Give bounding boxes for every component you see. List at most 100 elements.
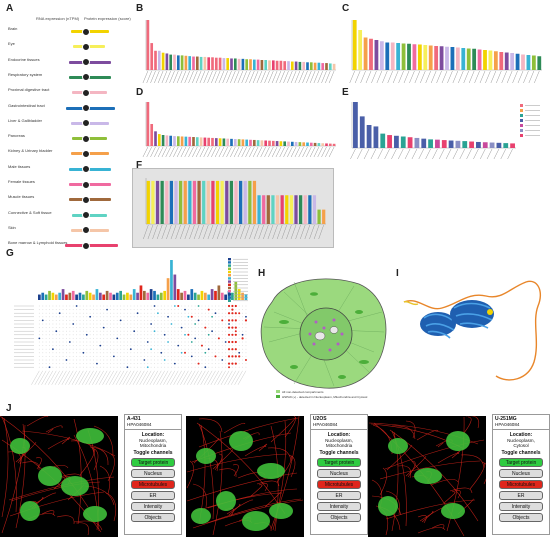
tick-label-mark xyxy=(445,148,452,160)
bar xyxy=(226,58,230,70)
matrix-dot xyxy=(214,352,216,354)
bar xyxy=(192,180,197,224)
matrix-dot xyxy=(106,316,108,318)
matrix-dot xyxy=(157,345,159,347)
matrix-dot xyxy=(218,334,220,336)
matrix-dot xyxy=(133,337,135,339)
matrix-dot xyxy=(157,341,159,343)
matrix-dot xyxy=(234,330,237,333)
matrix-dot xyxy=(65,363,67,365)
legend-swatch xyxy=(228,296,231,299)
matrix-dot xyxy=(103,355,105,357)
matrix-dot xyxy=(89,315,92,318)
tissue-label: Female tissues xyxy=(8,179,35,184)
tick-label-mark xyxy=(217,370,226,385)
objects-toggle[interactable]: Objects xyxy=(499,513,543,523)
intensity-toggle[interactable]: Intensity xyxy=(317,502,361,512)
matrix-dot xyxy=(38,359,40,361)
matrix-dot xyxy=(154,341,156,343)
objects-toggle[interactable]: Objects xyxy=(317,513,361,523)
matrix-dot xyxy=(55,305,57,307)
matrix-dot xyxy=(45,363,47,365)
bar xyxy=(195,137,199,146)
matrix-dot xyxy=(109,330,111,332)
tick-label-mark xyxy=(252,146,259,158)
intensity-toggle[interactable]: Intensity xyxy=(131,502,175,512)
matrix-dot xyxy=(177,319,179,321)
matrix-dot xyxy=(143,345,145,347)
nucleus-toggle[interactable]: Nucleus xyxy=(317,469,361,479)
microtubules-toggle[interactable]: Microtubules xyxy=(499,480,543,490)
matrix-dot xyxy=(238,355,241,358)
tick-label-mark xyxy=(180,370,189,385)
matrix-dot xyxy=(52,305,54,307)
bar xyxy=(423,45,428,70)
matrix-dot xyxy=(99,319,101,321)
nucleus-toggle[interactable]: Nucleus xyxy=(499,469,543,479)
matrix-dot xyxy=(93,363,95,365)
matrix-dot xyxy=(72,305,74,307)
target-protein-toggle[interactable]: Target protein xyxy=(317,458,361,468)
bar xyxy=(159,292,163,300)
tissue-rna-bar xyxy=(69,198,112,202)
matrix-dot xyxy=(65,316,67,318)
tissue-icon xyxy=(82,195,90,204)
er-toggle[interactable]: ER xyxy=(131,491,175,501)
matrix-dot xyxy=(106,352,108,354)
matrix-dot xyxy=(109,327,111,329)
target-protein-toggle[interactable]: Target protein xyxy=(499,458,543,468)
matrix-dot xyxy=(194,341,196,343)
matrix-dot xyxy=(137,309,139,311)
er-toggle[interactable]: ER xyxy=(499,491,543,501)
matrix-dot xyxy=(208,363,210,365)
matrix-dot xyxy=(79,330,81,332)
matrix-dot xyxy=(218,345,220,347)
intensity-toggle[interactable]: Intensity xyxy=(499,502,543,512)
matrix-dot xyxy=(228,316,230,318)
bar xyxy=(180,136,184,146)
matrix-dot xyxy=(55,327,57,329)
matrix-dot xyxy=(123,319,125,321)
matrix-dot xyxy=(140,366,142,368)
bar xyxy=(183,290,187,300)
matrix-dot xyxy=(62,348,64,350)
matrix-dot xyxy=(218,312,220,314)
matrix-dot xyxy=(208,319,210,321)
matrix-dot xyxy=(72,341,74,343)
bar xyxy=(279,141,283,146)
er-toggle[interactable]: ER xyxy=(317,491,361,501)
bar xyxy=(190,289,194,300)
matrix-dot xyxy=(126,345,128,347)
tissue-row: Male tissues xyxy=(0,162,132,178)
matrix-dot xyxy=(167,348,169,350)
tick-label-mark xyxy=(245,70,251,84)
matrix-dot xyxy=(218,323,220,325)
tick-label-mark xyxy=(403,70,410,84)
bar xyxy=(166,278,170,300)
panel-h-cell-illustration: All non-detected compartments HSPA9 (+) … xyxy=(260,278,387,399)
matrix-dot xyxy=(126,348,128,350)
tick-label-mark xyxy=(226,146,232,158)
matrix-dot xyxy=(76,345,78,347)
matrix-dot xyxy=(116,334,118,336)
matrix-dot xyxy=(133,348,135,350)
tick-label-mark xyxy=(198,224,204,240)
tick-label-mark xyxy=(279,70,285,84)
objects-toggle[interactable]: Objects xyxy=(131,513,175,523)
matrix-dot xyxy=(130,345,132,347)
tick-label-mark xyxy=(294,70,301,84)
matrix-dot xyxy=(65,323,67,325)
target-protein-toggle[interactable]: Target protein xyxy=(131,458,175,468)
matrix-dot xyxy=(52,359,54,361)
matrix-dot xyxy=(245,315,247,318)
matrix-dot xyxy=(221,334,223,336)
bar xyxy=(462,141,468,148)
microtubules-toggle[interactable]: Microtubules xyxy=(317,480,361,490)
matrix-dot xyxy=(69,305,71,307)
bar xyxy=(109,292,112,300)
chart-e xyxy=(350,102,540,160)
microtubules-toggle[interactable]: Microtubules xyxy=(131,480,175,490)
nucleus-toggle[interactable]: Nucleus xyxy=(131,469,175,479)
tick-label-mark xyxy=(235,224,241,240)
matrix-dot xyxy=(160,366,162,368)
